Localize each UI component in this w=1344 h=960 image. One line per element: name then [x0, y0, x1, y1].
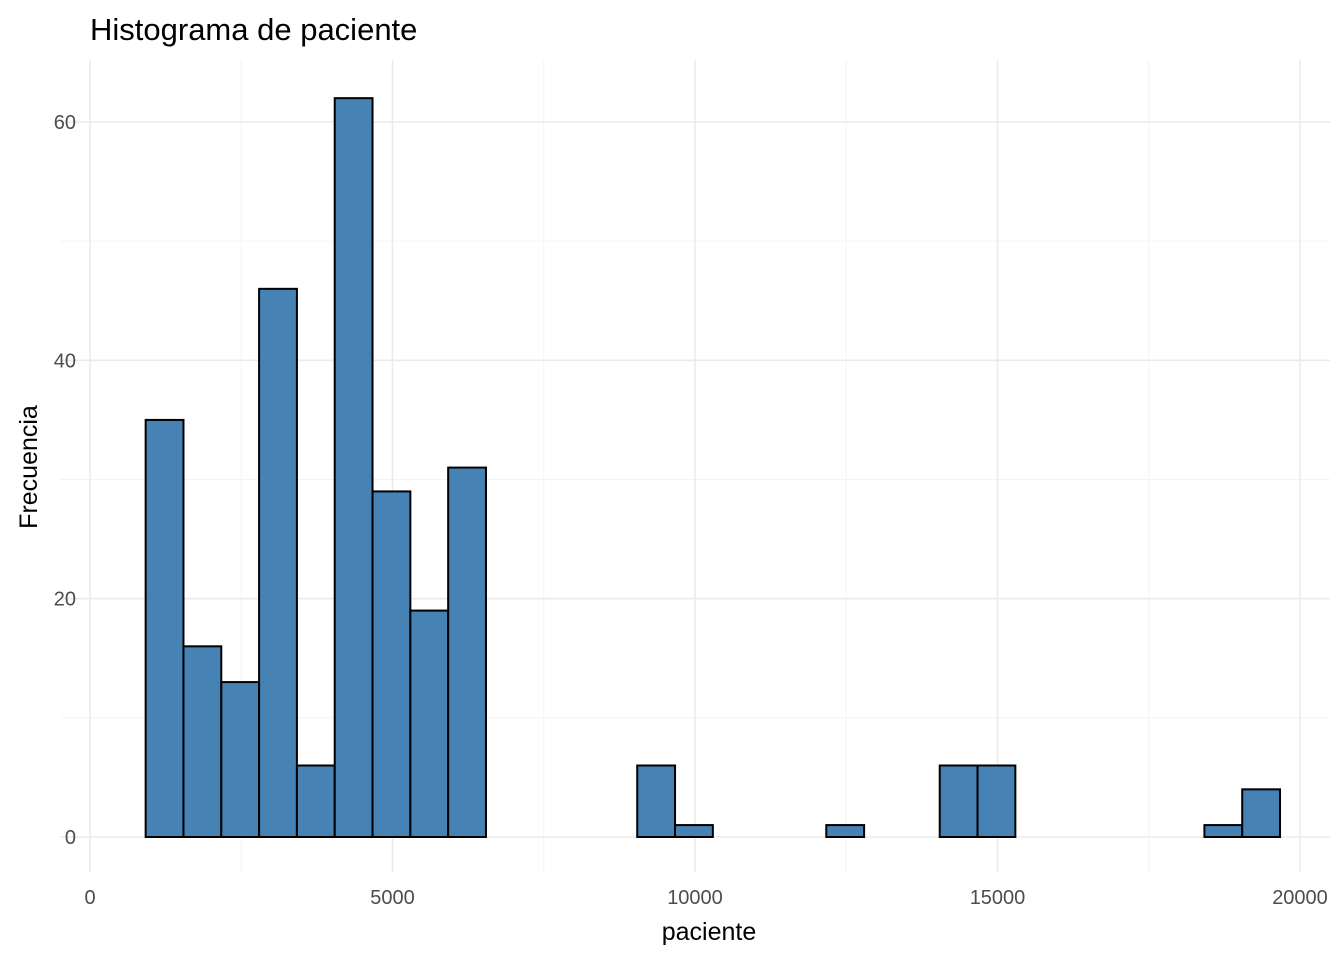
- y-axis-title: Frecuencia: [15, 405, 43, 529]
- histogram-bar: [144, 418, 185, 838]
- histogram-bar: [182, 645, 223, 838]
- chart-title: Histograma de paciente: [90, 12, 417, 47]
- histogram-bar: [674, 824, 714, 838]
- histogram-bar: [938, 764, 979, 838]
- histogram-bar: [371, 490, 412, 838]
- histogram-bar: [333, 97, 374, 838]
- histogram-bar: [258, 287, 298, 839]
- histogram-bar: [1203, 824, 1244, 838]
- histogram-bar: [825, 824, 866, 838]
- histogram-bar: [409, 609, 450, 838]
- histogram-bar: [295, 764, 336, 838]
- histogram-bar: [976, 764, 1017, 838]
- histogram-bar: [220, 681, 261, 838]
- x-tick-label: 10000: [667, 887, 723, 909]
- y-axis-tick-labels: 0 20 40 60: [54, 112, 76, 849]
- y-tick-label: 20: [54, 589, 76, 611]
- x-tick-label: 20000: [1272, 887, 1328, 909]
- x-axis-tick-labels: 0 5000 10000 15000 20000: [84, 887, 1327, 909]
- y-tick-label: 60: [54, 112, 76, 134]
- x-axis-title: paciente: [662, 918, 757, 946]
- histogram-bars: [144, 97, 1282, 839]
- x-tick-label: 15000: [970, 887, 1026, 909]
- y-tick-label: 0: [65, 827, 76, 849]
- histogram-bar: [1241, 788, 1282, 838]
- histogram-bar: [447, 466, 487, 838]
- y-tick-label: 40: [54, 350, 76, 372]
- x-tick-label: 5000: [370, 887, 415, 909]
- histogram-bar: [636, 764, 677, 838]
- x-tick-label: 0: [84, 887, 95, 909]
